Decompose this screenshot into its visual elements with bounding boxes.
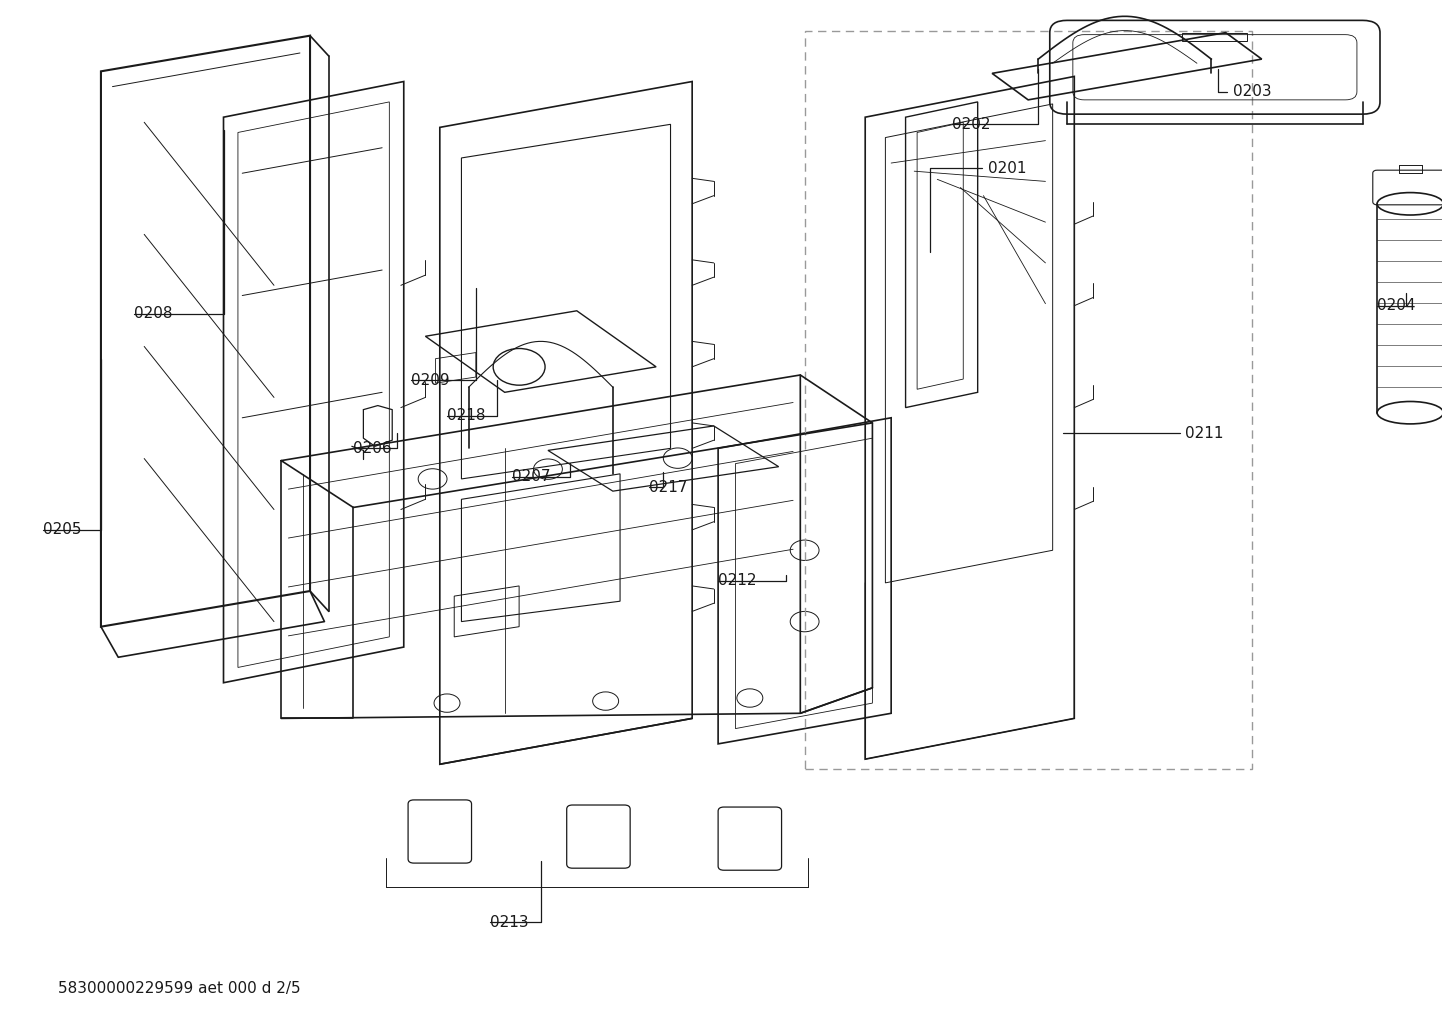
Text: 0217: 0217 — [649, 480, 688, 494]
Text: 0206: 0206 — [353, 441, 392, 455]
Text: 0203: 0203 — [1233, 85, 1272, 99]
Text: 0208: 0208 — [134, 307, 173, 321]
Text: 0218: 0218 — [447, 409, 486, 423]
Text: 0211: 0211 — [1185, 426, 1224, 440]
Text: 0201: 0201 — [988, 161, 1027, 175]
Text: 0212: 0212 — [718, 574, 757, 588]
Text: 0205: 0205 — [43, 523, 82, 537]
Text: 0204: 0204 — [1377, 299, 1416, 313]
Bar — [805, 31, 1252, 769]
Text: 0202: 0202 — [952, 117, 991, 131]
Text: 0207: 0207 — [512, 470, 551, 484]
Text: 0213: 0213 — [490, 915, 529, 929]
Text: 0209: 0209 — [411, 373, 450, 387]
Text: 58300000229599 aet 000 d 2/5: 58300000229599 aet 000 d 2/5 — [58, 981, 300, 996]
